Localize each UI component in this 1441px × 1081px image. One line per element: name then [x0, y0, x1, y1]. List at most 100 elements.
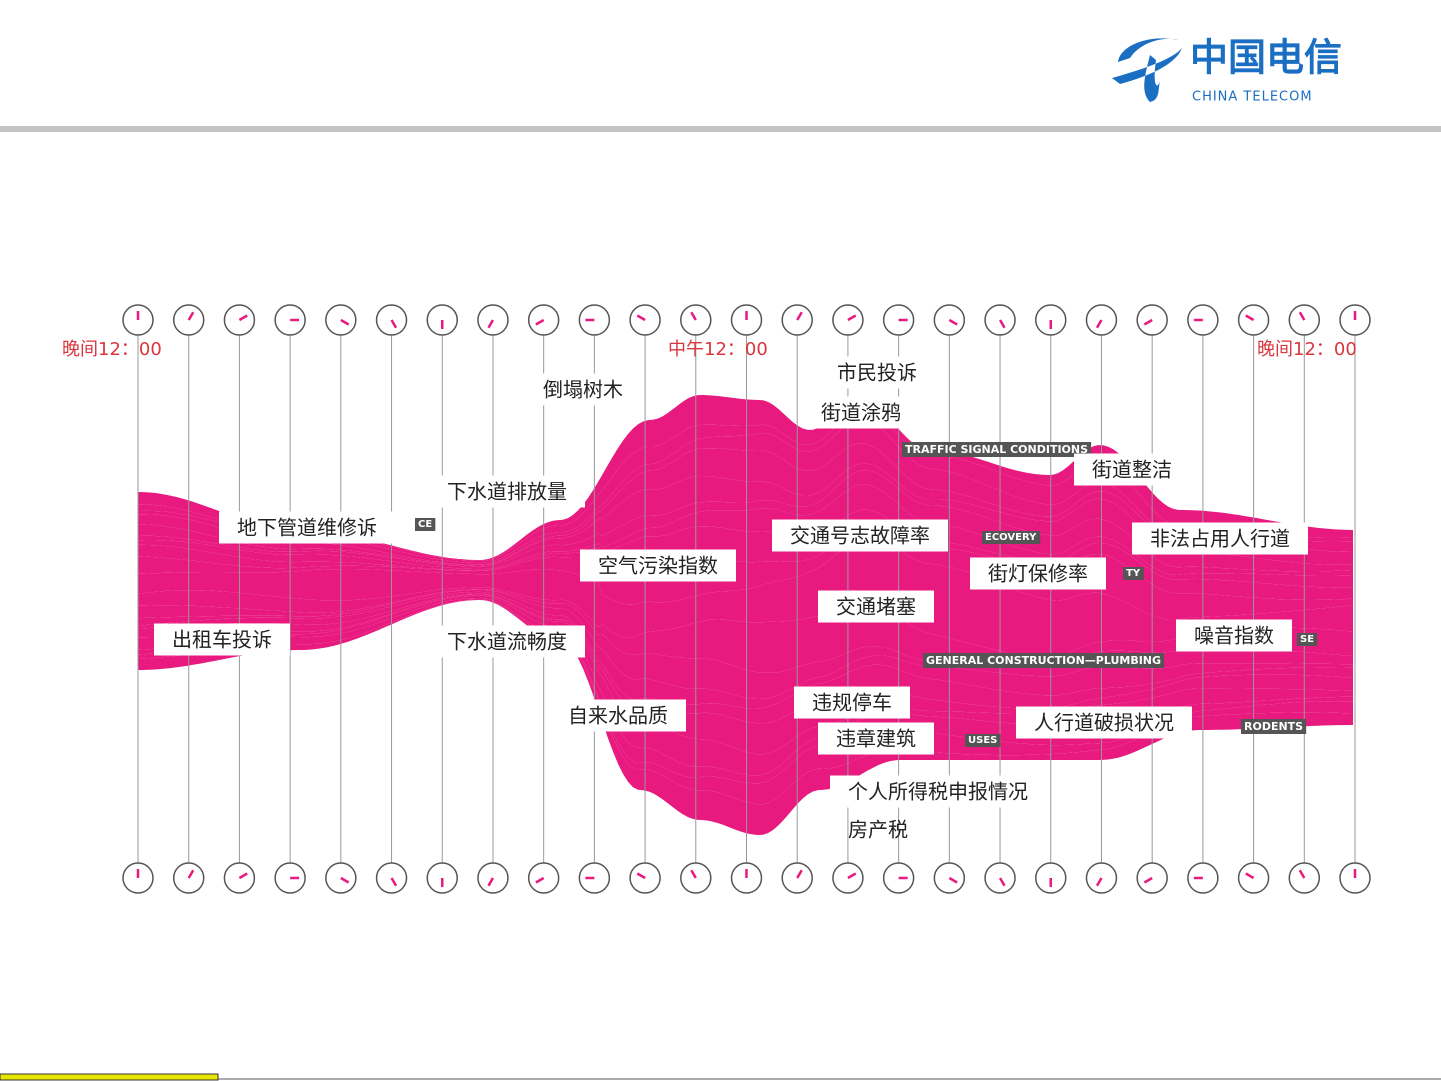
clock-hand: [948, 318, 958, 326]
stream-layer: [138, 589, 1353, 699]
clock-hand: [690, 869, 697, 879]
stream-label: TY: [1123, 567, 1144, 580]
label-box: [819, 356, 935, 389]
clock-hand: [1143, 876, 1153, 884]
stream-label: 出租车投诉: [154, 623, 290, 656]
stream-layer: [138, 524, 1353, 620]
stream-label: 违章建筑: [818, 722, 934, 755]
label-text: 个人所得税申报情况: [848, 780, 1028, 804]
stream-label: 噪音指数: [1176, 619, 1292, 652]
clock-hand: [1245, 872, 1255, 880]
label-tag: [1123, 567, 1144, 580]
stream-layer: [138, 509, 1353, 600]
label-text: 街灯保修率: [988, 562, 1088, 586]
label-text: 交通堵塞: [836, 595, 916, 619]
clock-hand: [1298, 311, 1306, 321]
clock-hand: [998, 319, 1006, 329]
stream-label: 地下管道维修诉: [219, 511, 395, 544]
label-box: [794, 686, 910, 719]
clock-hand: [1095, 319, 1103, 329]
label-tag: [923, 653, 1165, 668]
clock-hand: [487, 319, 495, 329]
clock-hand: [796, 869, 803, 879]
clock-hand: [487, 877, 495, 887]
label-text: 自来水品质: [568, 704, 668, 728]
label-text: 人行道破损状况: [1034, 711, 1174, 735]
label-text: 交通号志故障率: [790, 524, 930, 548]
header-rule: [0, 126, 1441, 132]
stream-layer: [138, 536, 1353, 657]
label-text: CE: [418, 519, 432, 530]
label-box: [772, 519, 948, 552]
label-box: [154, 623, 290, 656]
stream-label: 房产税: [848, 818, 908, 842]
stream-layer: [138, 470, 1353, 576]
label-tag: [415, 518, 436, 531]
stream-label: 街道涂鸦: [803, 396, 919, 429]
stream-label: 交通号志故障率: [772, 519, 948, 552]
label-box: [830, 775, 1046, 808]
label-box: [803, 396, 919, 429]
stream-label: CE: [415, 518, 436, 531]
clock-hand: [847, 314, 857, 322]
clock-hand: [948, 876, 958, 884]
label-text: 出租车投诉: [172, 628, 272, 652]
clock-hand: [238, 314, 248, 322]
stream-label: 自来水品质: [550, 699, 686, 732]
label-text: TY: [1126, 568, 1141, 579]
label-text: USES: [968, 735, 997, 746]
label-tag: [902, 442, 1092, 457]
label-text: 市民投诉: [837, 361, 917, 385]
label-text: ECOVERY: [985, 532, 1037, 543]
stream-label: SE: [1297, 633, 1318, 646]
stream-label: USES: [965, 734, 1001, 747]
footer-bar: [0, 1073, 219, 1081]
label-text: 非法占用人行道: [1150, 527, 1290, 551]
label-box: [1176, 619, 1292, 652]
time-label: 晚间12：00: [1257, 339, 1357, 360]
label-text: TRAFFIC SIGNAL CONDITIONS: [905, 443, 1088, 456]
stream-layer: [138, 589, 1353, 709]
stream-label: 下水道排放量: [429, 475, 585, 508]
stream-label: 个人所得税申报情况: [830, 775, 1046, 808]
label-text: 街道整洁: [1092, 458, 1172, 482]
stream-layer: [138, 598, 1353, 805]
clock-hand: [238, 872, 248, 880]
logo-en: CHINA TELECOM: [1192, 90, 1313, 105]
clock-hand: [340, 876, 350, 884]
label-box: [1074, 453, 1190, 486]
clock-hand: [1143, 318, 1153, 326]
clock-hand: [998, 877, 1006, 887]
label-box: [1016, 706, 1192, 739]
stream-label: 市民投诉: [819, 356, 935, 389]
label-text: 房产税: [848, 818, 908, 842]
stream-layer: [138, 587, 1353, 673]
label-box: [1132, 522, 1308, 555]
clock-hand: [390, 319, 398, 329]
clock-hand: [187, 311, 195, 321]
stream-label: GENERAL CONSTRUCTION—PLUMBING: [923, 653, 1165, 668]
label-box: [550, 699, 686, 732]
stream-layer: [138, 593, 1353, 755]
label-text: SE: [1300, 634, 1314, 645]
logo: 中国电信 CHINA TELECOM: [1112, 36, 1342, 105]
clock-hand: [1245, 314, 1255, 322]
stream-label: ECOVERY: [982, 531, 1041, 544]
stream-label: 空气污染指数: [580, 549, 736, 582]
stream-label: 人行道破损状况: [1016, 706, 1192, 739]
label-text: 噪音指数: [1194, 624, 1274, 648]
label-text: 违章建筑: [836, 727, 916, 751]
clock-hand: [1298, 869, 1306, 879]
label-text: 倒塌树木: [543, 378, 623, 402]
stream-layer: [138, 463, 1353, 572]
clock-hand: [847, 872, 857, 880]
clock-hand: [187, 869, 195, 879]
label-text: 下水道排放量: [447, 480, 567, 504]
label-box: [580, 549, 736, 582]
label-text: 地下管道维修诉: [237, 516, 377, 540]
label-text: 下水道流畅度: [447, 630, 567, 654]
label-box: [219, 511, 395, 544]
clock-hand: [390, 877, 398, 887]
